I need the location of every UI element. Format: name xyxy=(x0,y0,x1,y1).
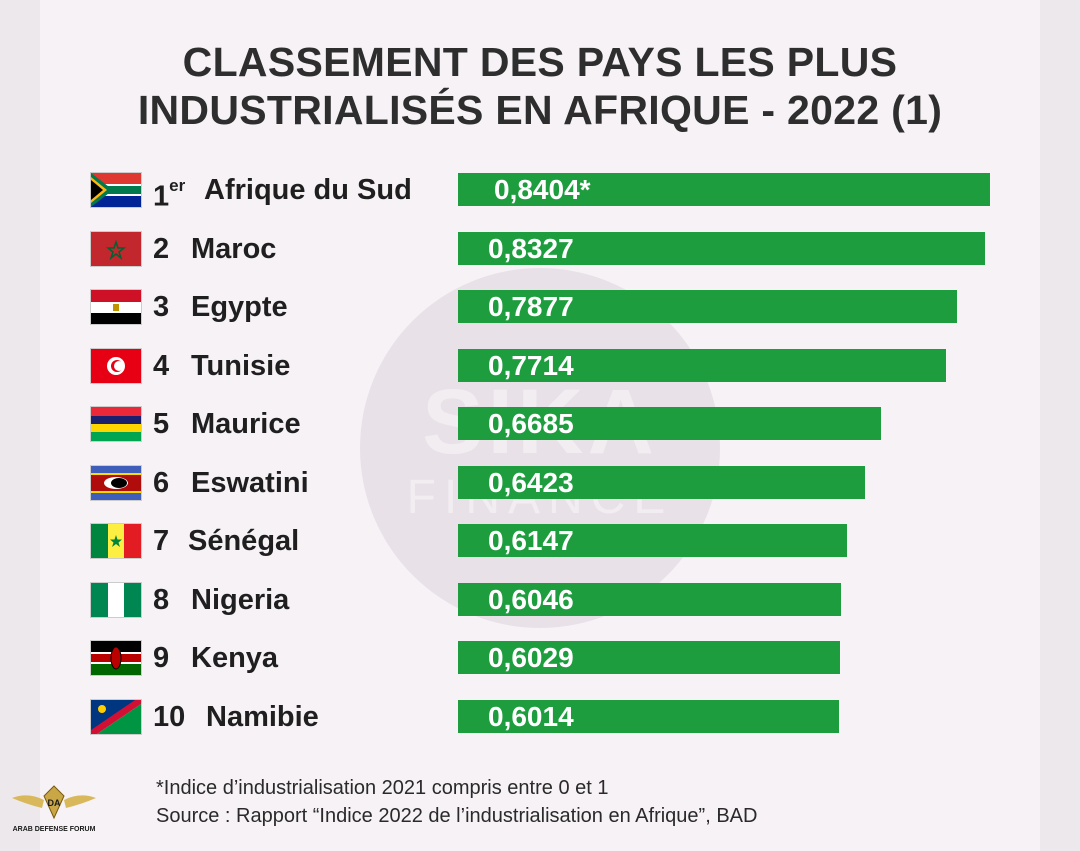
rank-label: 9 xyxy=(153,642,170,674)
watermark-circle xyxy=(360,268,720,628)
bar-value-label: 0,6014 xyxy=(488,700,574,732)
chart-row: 9 Kenya 0,6029 xyxy=(0,638,1080,678)
chart-row: 3 Egypte 0,7877 xyxy=(0,287,1080,327)
bar: 0,6423 xyxy=(458,465,865,499)
country-label: Maroc xyxy=(191,232,277,265)
country-label: Namibie xyxy=(206,700,319,733)
senegal-flag-icon xyxy=(90,523,142,559)
bar-value-label: 0,6147 xyxy=(488,525,574,556)
bar-value-label: 0,6046 xyxy=(488,583,574,615)
rank-label: 10 xyxy=(153,700,186,733)
bar-value-label: 0,6423 xyxy=(488,466,574,498)
country-label: Afrique du Sud xyxy=(204,174,412,206)
bar: 0,7877 xyxy=(458,290,957,323)
country-label: Tunisie xyxy=(191,349,291,382)
country-label: Kenya xyxy=(191,642,279,674)
chart-row: 6 Eswatini 0,6423 xyxy=(0,463,1080,503)
svg-text:DA: DA xyxy=(48,798,61,808)
bar: 0,6147 xyxy=(458,524,847,557)
bar-value-label: 0,8404* xyxy=(494,174,591,205)
chart-row: 5 Maurice 0,6685 xyxy=(0,404,1080,444)
bar: 0,7714 xyxy=(458,348,946,382)
namibia-flag-icon xyxy=(90,698,142,735)
bar-value-label: 0,6029 xyxy=(488,642,574,673)
country-label: Eswatini xyxy=(191,466,309,499)
rank-label: 5 xyxy=(153,408,170,440)
bar-value-label: 0,7714 xyxy=(488,349,574,381)
eagle-logo-icon: DA xyxy=(12,785,96,820)
bar: 0,8327 xyxy=(458,231,985,265)
bar: 0,6029 xyxy=(458,641,840,674)
chart-title: CLASSEMENT DES PAYS LES PLUS INDUSTRIALI… xyxy=(0,38,1080,134)
tunisia-flag-icon xyxy=(90,347,142,384)
chart-row: 4 Tunisie 0,7714 xyxy=(0,346,1080,386)
country-label: Egypte xyxy=(191,291,288,323)
south-africa-flag-icon xyxy=(90,172,142,208)
rank-label: 1er xyxy=(153,176,186,213)
rank-label: 3 xyxy=(153,291,170,323)
chart-row: 2 Maroc 0,8327 xyxy=(0,229,1080,269)
footnote-source: Source : Rapport “Indice 2022 de l’indus… xyxy=(156,805,758,827)
country-label: Nigeria xyxy=(191,583,290,616)
title-line-1: CLASSEMENT DES PAYS LES PLUS xyxy=(182,39,898,85)
kenya-flag-icon xyxy=(90,640,142,676)
chart-row: 1er Afrique du Sud 0,8404* xyxy=(0,170,1080,213)
bar: 0,6014 xyxy=(458,699,839,733)
bar-value-label: 0,7877 xyxy=(488,291,574,322)
rank-label: 8 xyxy=(153,583,170,616)
bar: 0,6685 xyxy=(458,407,881,440)
bar-value-label: 0,8327 xyxy=(488,232,574,264)
nigeria-flag-icon xyxy=(90,581,142,618)
rank-label: 7 xyxy=(153,525,170,557)
mauritius-flag-icon xyxy=(90,406,142,442)
rank-label: 2 xyxy=(153,232,170,265)
country-label: Sénégal xyxy=(188,525,300,557)
eswatini-flag-icon xyxy=(90,464,142,501)
title-line-2: INDUSTRIALISÉS EN AFRIQUE - 2022 (1) xyxy=(137,87,943,133)
bar-value-label: 0,6685 xyxy=(488,408,574,439)
forum-logo: DA ARAB DEFENSE FORUM xyxy=(8,778,100,848)
chart-row: 8 Nigeria 0,6046 xyxy=(0,580,1080,620)
footnote-index: *Indice d’industrialisation 2021 compris… xyxy=(156,777,609,799)
bar: 0,8404* xyxy=(458,173,990,206)
logo-text: ARAB DEFENSE FORUM xyxy=(12,826,96,833)
rank-label: 6 xyxy=(153,466,170,499)
bar: 0,6046 xyxy=(458,582,841,616)
rank-label: 4 xyxy=(153,349,170,382)
country-label: Maurice xyxy=(191,408,301,440)
morocco-flag-icon xyxy=(90,230,142,267)
chart-row: 7 Sénégal 0,6147 xyxy=(0,521,1080,561)
chart-row: 10 Namibie 0,6014 xyxy=(0,697,1080,737)
egypt-flag-icon xyxy=(90,289,142,325)
